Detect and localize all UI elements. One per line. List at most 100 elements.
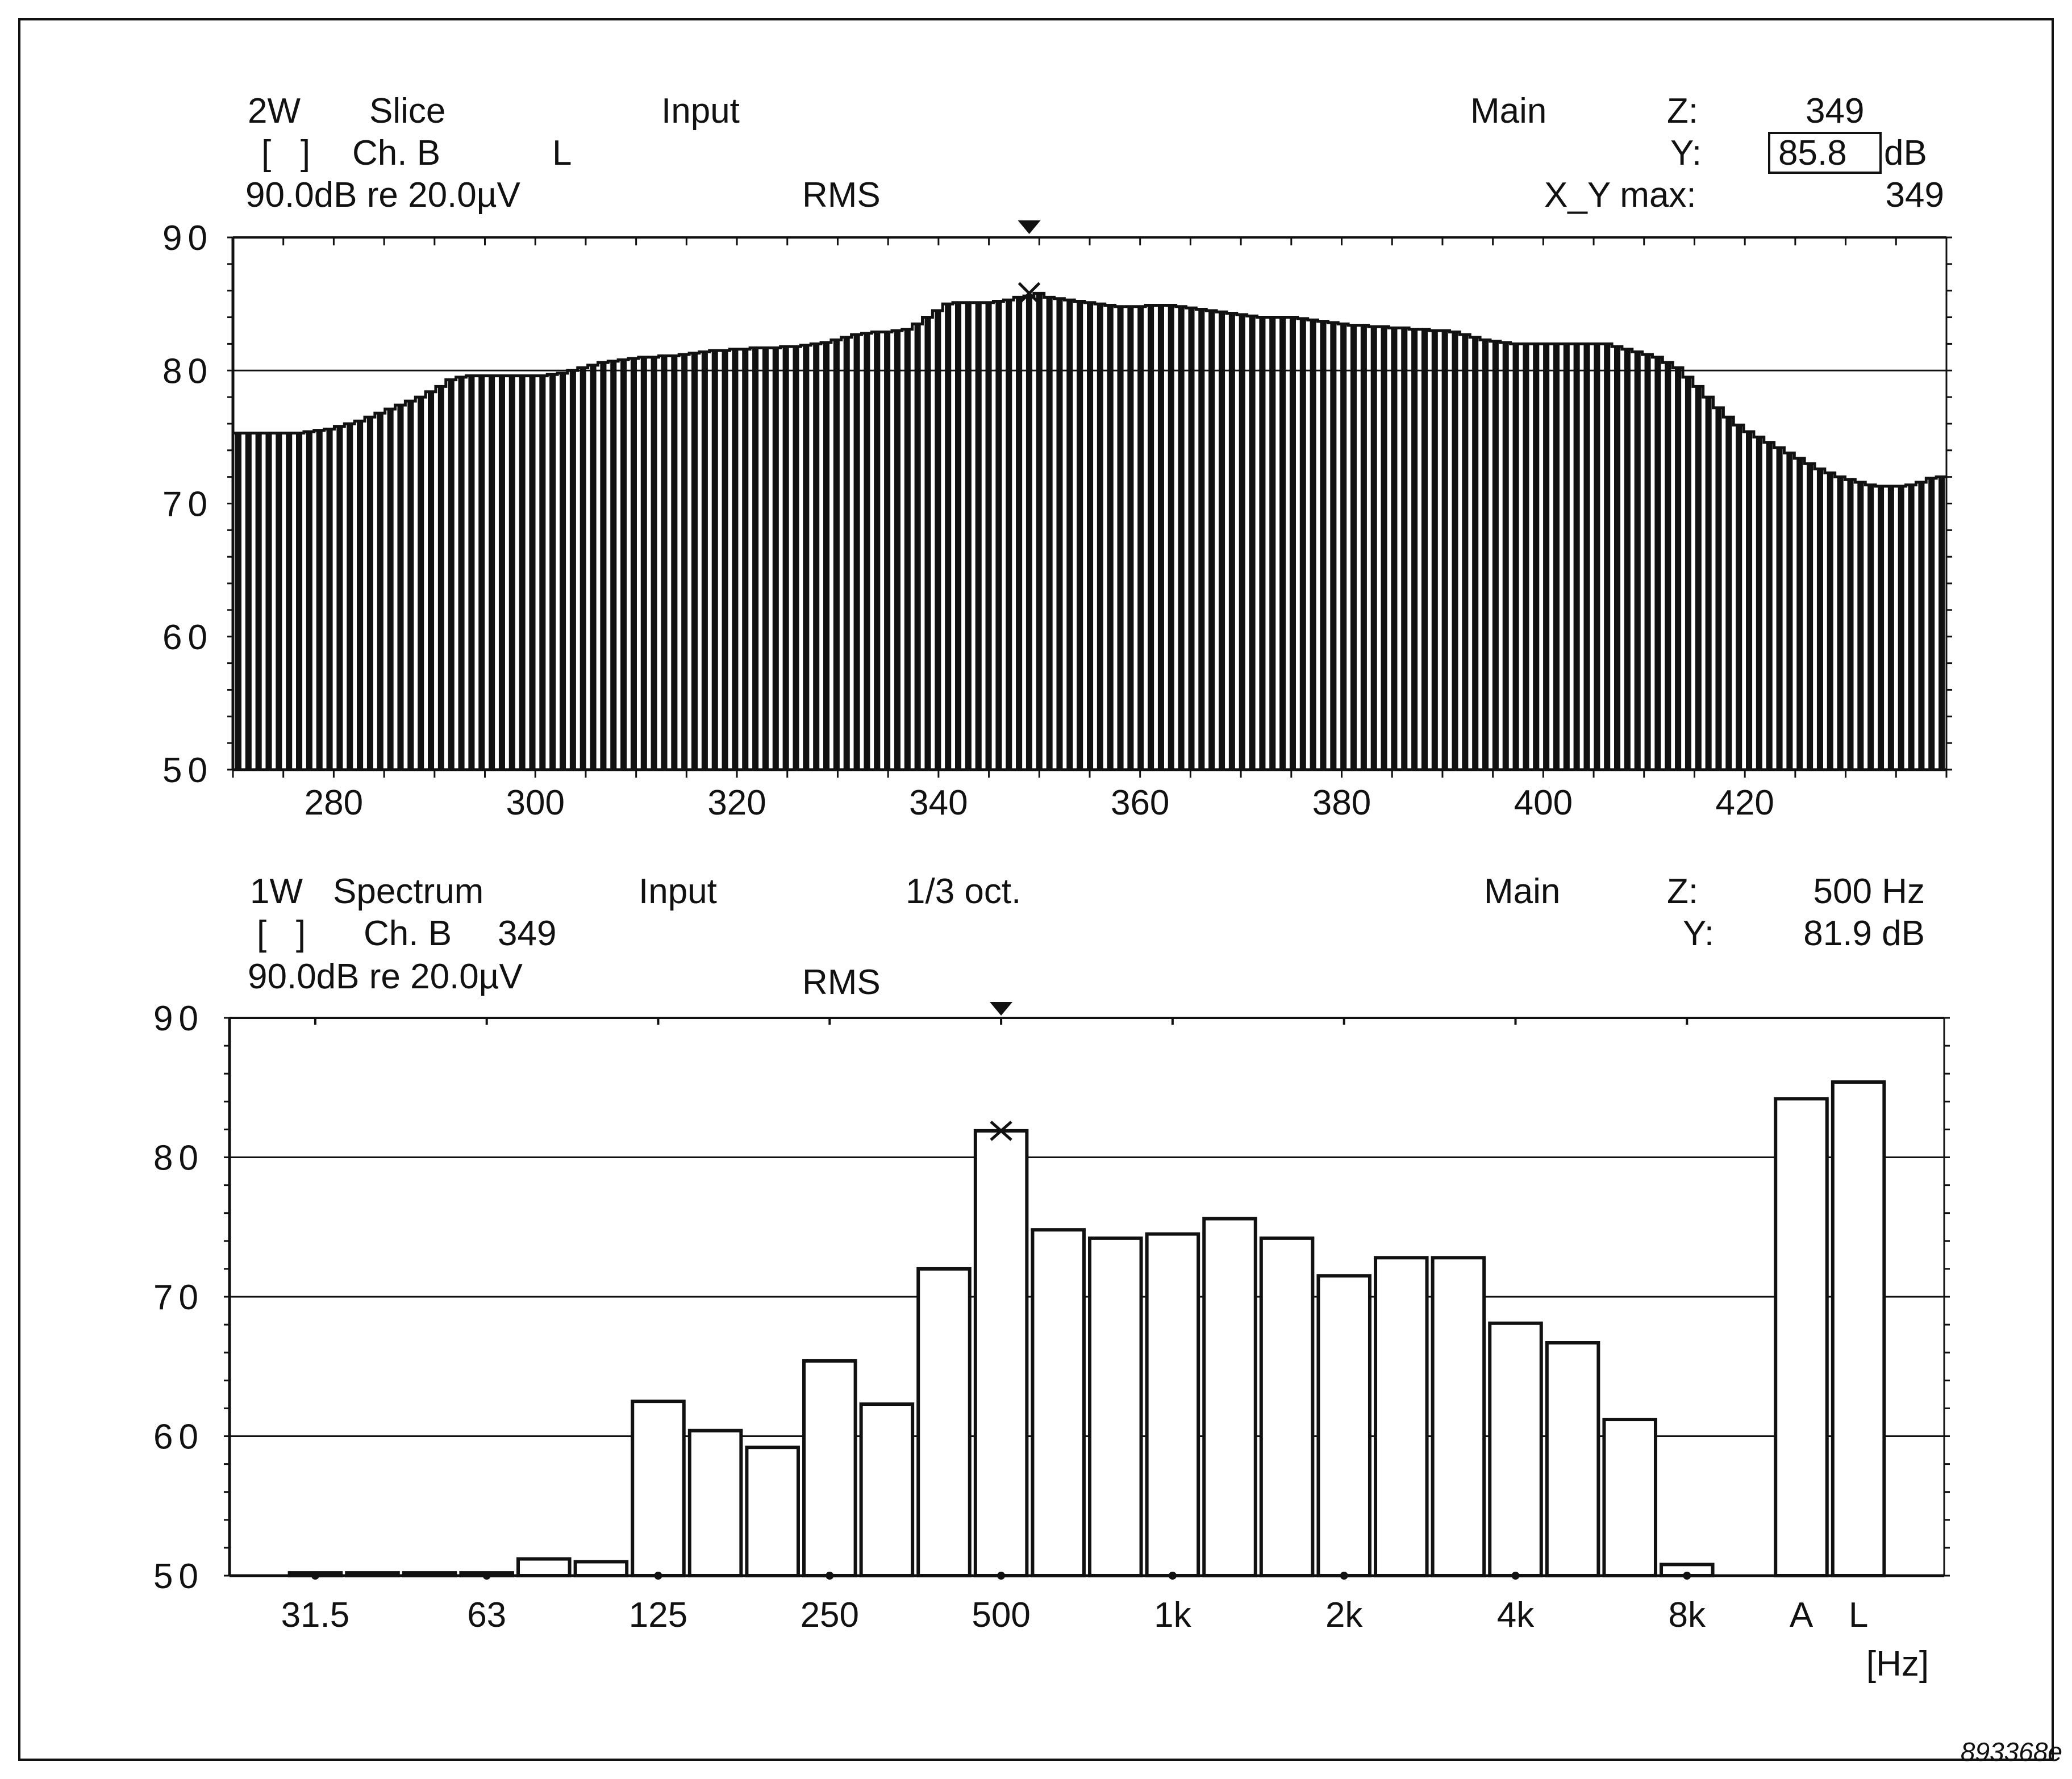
slice-bar — [428, 391, 435, 770]
spectrum-bar — [802, 1359, 857, 1577]
y-tick-label: 50 — [162, 751, 213, 790]
slice-bar — [387, 409, 394, 770]
spectrum-bar — [1031, 1228, 1086, 1577]
x-tick-label: 2k — [1325, 1596, 1363, 1635]
slice-bar — [732, 349, 739, 770]
slice-bar — [1228, 313, 1235, 770]
slice-bar — [377, 413, 383, 770]
slice-bar — [1036, 293, 1043, 770]
slice-bar — [1816, 469, 1823, 770]
figure-id: 893368e — [1961, 1737, 2062, 1767]
spectrum-bar — [973, 1129, 1029, 1577]
slice-bar — [1381, 326, 1387, 770]
slice-bar — [498, 375, 505, 770]
slice-bar — [843, 337, 850, 770]
slice-bar — [1847, 479, 1854, 770]
x-tick-label: 4k — [1497, 1596, 1535, 1635]
slice-bar — [1644, 354, 1651, 770]
spectrum-bar — [1202, 1217, 1257, 1577]
slice-bar — [1796, 458, 1803, 770]
slice-bar — [793, 346, 799, 770]
slice-bar — [1512, 344, 1519, 770]
slice-bar — [1624, 349, 1631, 770]
slice-bar — [904, 329, 911, 770]
x-tick-dot — [654, 1572, 662, 1580]
slice-bar — [1310, 320, 1316, 770]
x-tick-label: 250 — [801, 1596, 859, 1635]
top-bracket: [ ] — [261, 133, 310, 173]
slice-bar — [1077, 301, 1083, 770]
slice-bar — [1462, 335, 1469, 770]
slice-bar — [1056, 298, 1063, 770]
slice-bar — [245, 433, 252, 770]
x-tick-dot — [1168, 1572, 1177, 1580]
slice-bar — [884, 332, 891, 770]
top-markers — [1018, 220, 1041, 305]
bottom-mode: 1W — [250, 872, 303, 911]
slice-bar — [1634, 352, 1641, 770]
slice-bar — [1279, 317, 1286, 770]
slice-bar — [306, 432, 312, 770]
y-tick-label: 60 — [162, 618, 213, 657]
x-tick-label: 420 — [1715, 783, 1774, 822]
slice-bar — [1025, 296, 1032, 770]
slice-bar — [560, 373, 566, 770]
slice-bar — [894, 330, 900, 770]
slice-bar — [1492, 341, 1499, 770]
slice-bar — [651, 357, 657, 770]
slice-bar — [640, 357, 647, 770]
spectrum-bar — [687, 1429, 743, 1577]
slice-bar — [1665, 362, 1671, 770]
slice-bar — [1523, 344, 1529, 770]
slice-bar — [1472, 337, 1479, 770]
slice-bar — [803, 345, 810, 770]
slice-bar — [630, 358, 637, 770]
slice-bar — [529, 375, 536, 770]
slice-bar — [1614, 346, 1621, 770]
slice-bar — [1411, 329, 1418, 770]
slice-bar — [1299, 318, 1306, 770]
x-tick-dot — [482, 1572, 491, 1580]
bottom-z-label: Z: — [1667, 872, 1698, 911]
slice-bar — [772, 348, 779, 770]
bottom-gridlines — [230, 1156, 1944, 1437]
slice-bar — [1320, 321, 1327, 770]
slice-bar — [1107, 305, 1114, 770]
slice-bar — [1746, 432, 1753, 770]
top-xymax-value: 349 — [1886, 176, 1944, 215]
slice-bar — [276, 433, 282, 770]
slice-bar — [935, 310, 941, 770]
slice-bar — [1097, 304, 1103, 770]
slice-bar — [1827, 473, 1833, 770]
slice-bar — [1604, 344, 1611, 770]
spectrum-bar — [516, 1557, 572, 1578]
slice-bar — [489, 375, 495, 770]
slice-bar — [711, 350, 718, 770]
spectrum-bar — [1831, 1080, 1886, 1578]
top-z-label: Z: — [1667, 91, 1698, 131]
slice-bar — [1259, 317, 1266, 770]
slice-bar — [955, 302, 962, 770]
top-view: Slice — [369, 91, 445, 131]
top-z-value: 349 — [1806, 91, 1864, 131]
x-tick-dot — [997, 1572, 1006, 1580]
x-tick-label: 320 — [707, 783, 766, 822]
top-detector: RMS — [802, 176, 881, 215]
top-weighting: L — [552, 133, 572, 173]
slice-bar — [448, 379, 455, 770]
page-frame — [18, 18, 2054, 1761]
slice-bar — [823, 343, 830, 770]
slice-bar — [1239, 314, 1245, 770]
spectrum-bar — [1316, 1274, 1371, 1577]
slice-bar — [995, 301, 1002, 770]
slice-bar — [1391, 328, 1398, 770]
slice-bar — [1198, 309, 1205, 770]
slice-bar — [600, 362, 607, 770]
slice-bar — [1137, 306, 1144, 770]
slice-bar — [468, 375, 475, 770]
slice-bar — [914, 324, 921, 770]
top-y-value: 85.8 — [1778, 133, 1847, 173]
slice-bar — [1857, 482, 1864, 770]
max-marker — [990, 1120, 1012, 1141]
slice-bar — [1188, 308, 1195, 770]
